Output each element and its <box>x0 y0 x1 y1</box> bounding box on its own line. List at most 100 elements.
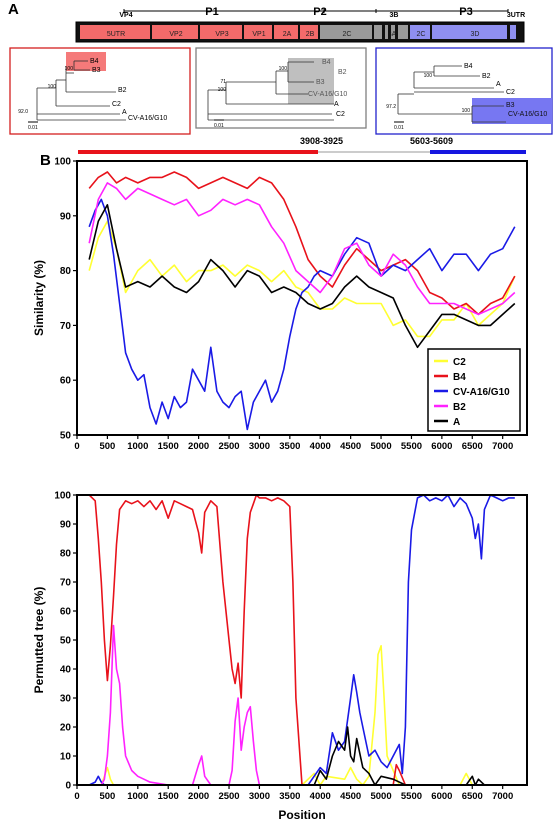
genome-segment <box>410 25 430 39</box>
panel-b-label: B <box>40 152 51 169</box>
bootstrap-label: 100 <box>424 73 433 79</box>
tree-taxon: B4 <box>90 58 99 65</box>
y-tick-label: 100 <box>54 491 71 502</box>
genome-map: 5UTR VP2 VP3 VP1 2A 2B 2C 3A 2C 3D VP4 P1 P2 3B P3 3UTR <box>75 6 525 43</box>
x-tick-label: 1000 <box>127 441 148 452</box>
breakpoint-bar: 3908-3925 5603-5609 <box>78 136 526 154</box>
y-tick-label: 10 <box>60 752 72 763</box>
legend-label: C2 <box>453 357 466 368</box>
genome-top-label: 3B <box>390 12 399 19</box>
y-tick-label: 30 <box>60 694 72 705</box>
scale-label: 0.01 <box>28 125 38 131</box>
genome-segment-label: 3D <box>471 31 480 38</box>
y-tick-label: 70 <box>60 321 72 332</box>
bootstrap-label: 100 <box>218 87 227 93</box>
y-tick-label: 50 <box>60 636 72 647</box>
x-tick-label: 6500 <box>462 791 483 802</box>
tree-taxon: C2 <box>112 101 121 108</box>
clade-highlight <box>472 98 552 124</box>
genome-segment-label: 2B <box>306 31 315 38</box>
x-tick-label: 3500 <box>279 791 300 802</box>
bootstrap-label: 97.2 <box>386 104 396 110</box>
y-tick-label: 20 <box>60 723 72 734</box>
tree-box <box>195 47 367 129</box>
bar-segment-blue <box>430 150 526 154</box>
bootstrap-label: 100 <box>462 108 471 114</box>
bootstrap-label: 71 <box>220 79 226 85</box>
clade-highlight <box>288 58 334 104</box>
x-tick-label: 7000 <box>492 441 513 452</box>
x-tick-label: 7000 <box>492 791 513 802</box>
breakpoint-label: 3908-3925 <box>300 136 343 146</box>
genome-separator <box>395 24 398 40</box>
bootstrap-label: 100 <box>65 66 74 72</box>
x-tick-label: 3500 <box>279 441 300 452</box>
genome-segment <box>274 25 298 39</box>
x-tick-label: 4000 <box>310 441 331 452</box>
genome-segment <box>200 25 242 39</box>
genome-segment-label: 2C <box>343 31 352 38</box>
genome-segment <box>244 25 272 39</box>
genome-segment-label: VP3 <box>215 31 228 38</box>
tree-taxon: B2 <box>482 73 491 80</box>
x-tick-label: 2500 <box>218 791 239 802</box>
plot-frame <box>76 494 528 786</box>
genome-segment <box>80 25 150 39</box>
legend-label: A <box>453 417 460 428</box>
genome-separator <box>388 24 391 40</box>
genome-segment-label: 2C <box>417 31 426 38</box>
series-line <box>88 198 516 431</box>
tree-taxon: B2 <box>118 87 127 94</box>
tree-taxon: B2 <box>338 69 347 76</box>
y-tick-label: 0 <box>65 781 71 792</box>
x-tick-label: 2500 <box>218 441 239 452</box>
series-line <box>88 182 516 316</box>
scale-label: 0.01 <box>394 125 404 131</box>
tree-taxon: B4 <box>322 59 331 66</box>
y-tick-label: 70 <box>60 578 72 589</box>
tree-taxon: CV-A16/G10 <box>508 111 547 118</box>
series-line <box>89 726 515 785</box>
y-tick-label: 90 <box>60 520 72 531</box>
x-tick-label: 6000 <box>431 791 452 802</box>
tree-taxon: A <box>122 109 127 116</box>
bootstrap-label: 92.0 <box>18 109 28 115</box>
tree-box <box>375 47 553 135</box>
x-tick-label: 4000 <box>310 791 331 802</box>
x-tick-label: 3000 <box>249 791 270 802</box>
x-tick-label: 500 <box>99 441 115 452</box>
tree-taxon: C2 <box>506 89 515 96</box>
x-tick-label: 500 <box>99 791 115 802</box>
genome-separator <box>507 24 510 40</box>
tree-taxon: CV-A16/G10 <box>128 115 167 122</box>
tree-taxon: B3 <box>316 79 325 86</box>
genome-top-label: P2 <box>313 6 326 18</box>
series-line <box>88 495 515 785</box>
y-tick-label: 100 <box>54 157 71 168</box>
legend-label: CV-A16/G10 <box>453 387 510 398</box>
y-axis-label: Permutted tree (%) <box>32 587 46 694</box>
bar-segment-red <box>78 150 318 154</box>
series-line <box>88 495 515 785</box>
bootstrap-label: 100 <box>48 84 57 90</box>
tree-taxon: B4 <box>464 63 473 70</box>
tree-box <box>9 47 191 135</box>
y-tick-label: 80 <box>60 549 72 560</box>
genome-top-label: P3 <box>459 6 472 18</box>
genome-top-label: 3UTR <box>507 12 525 19</box>
y-tick-label: 60 <box>60 607 72 618</box>
x-tick-label: 0 <box>74 441 79 452</box>
breakpoint-label: 5603-5609 <box>410 136 453 146</box>
genome-segment <box>152 25 198 39</box>
y-axis-label: Similarity (%) <box>32 260 46 336</box>
genome-segment-label: VP1 <box>252 31 265 38</box>
genome-separator <box>382 24 385 40</box>
x-tick-label: 1500 <box>158 441 179 452</box>
bootstrap-label: 100 <box>279 66 288 72</box>
tree-taxon: A <box>334 101 339 108</box>
series-line <box>88 204 516 349</box>
x-tick-label: 5000 <box>370 441 391 452</box>
